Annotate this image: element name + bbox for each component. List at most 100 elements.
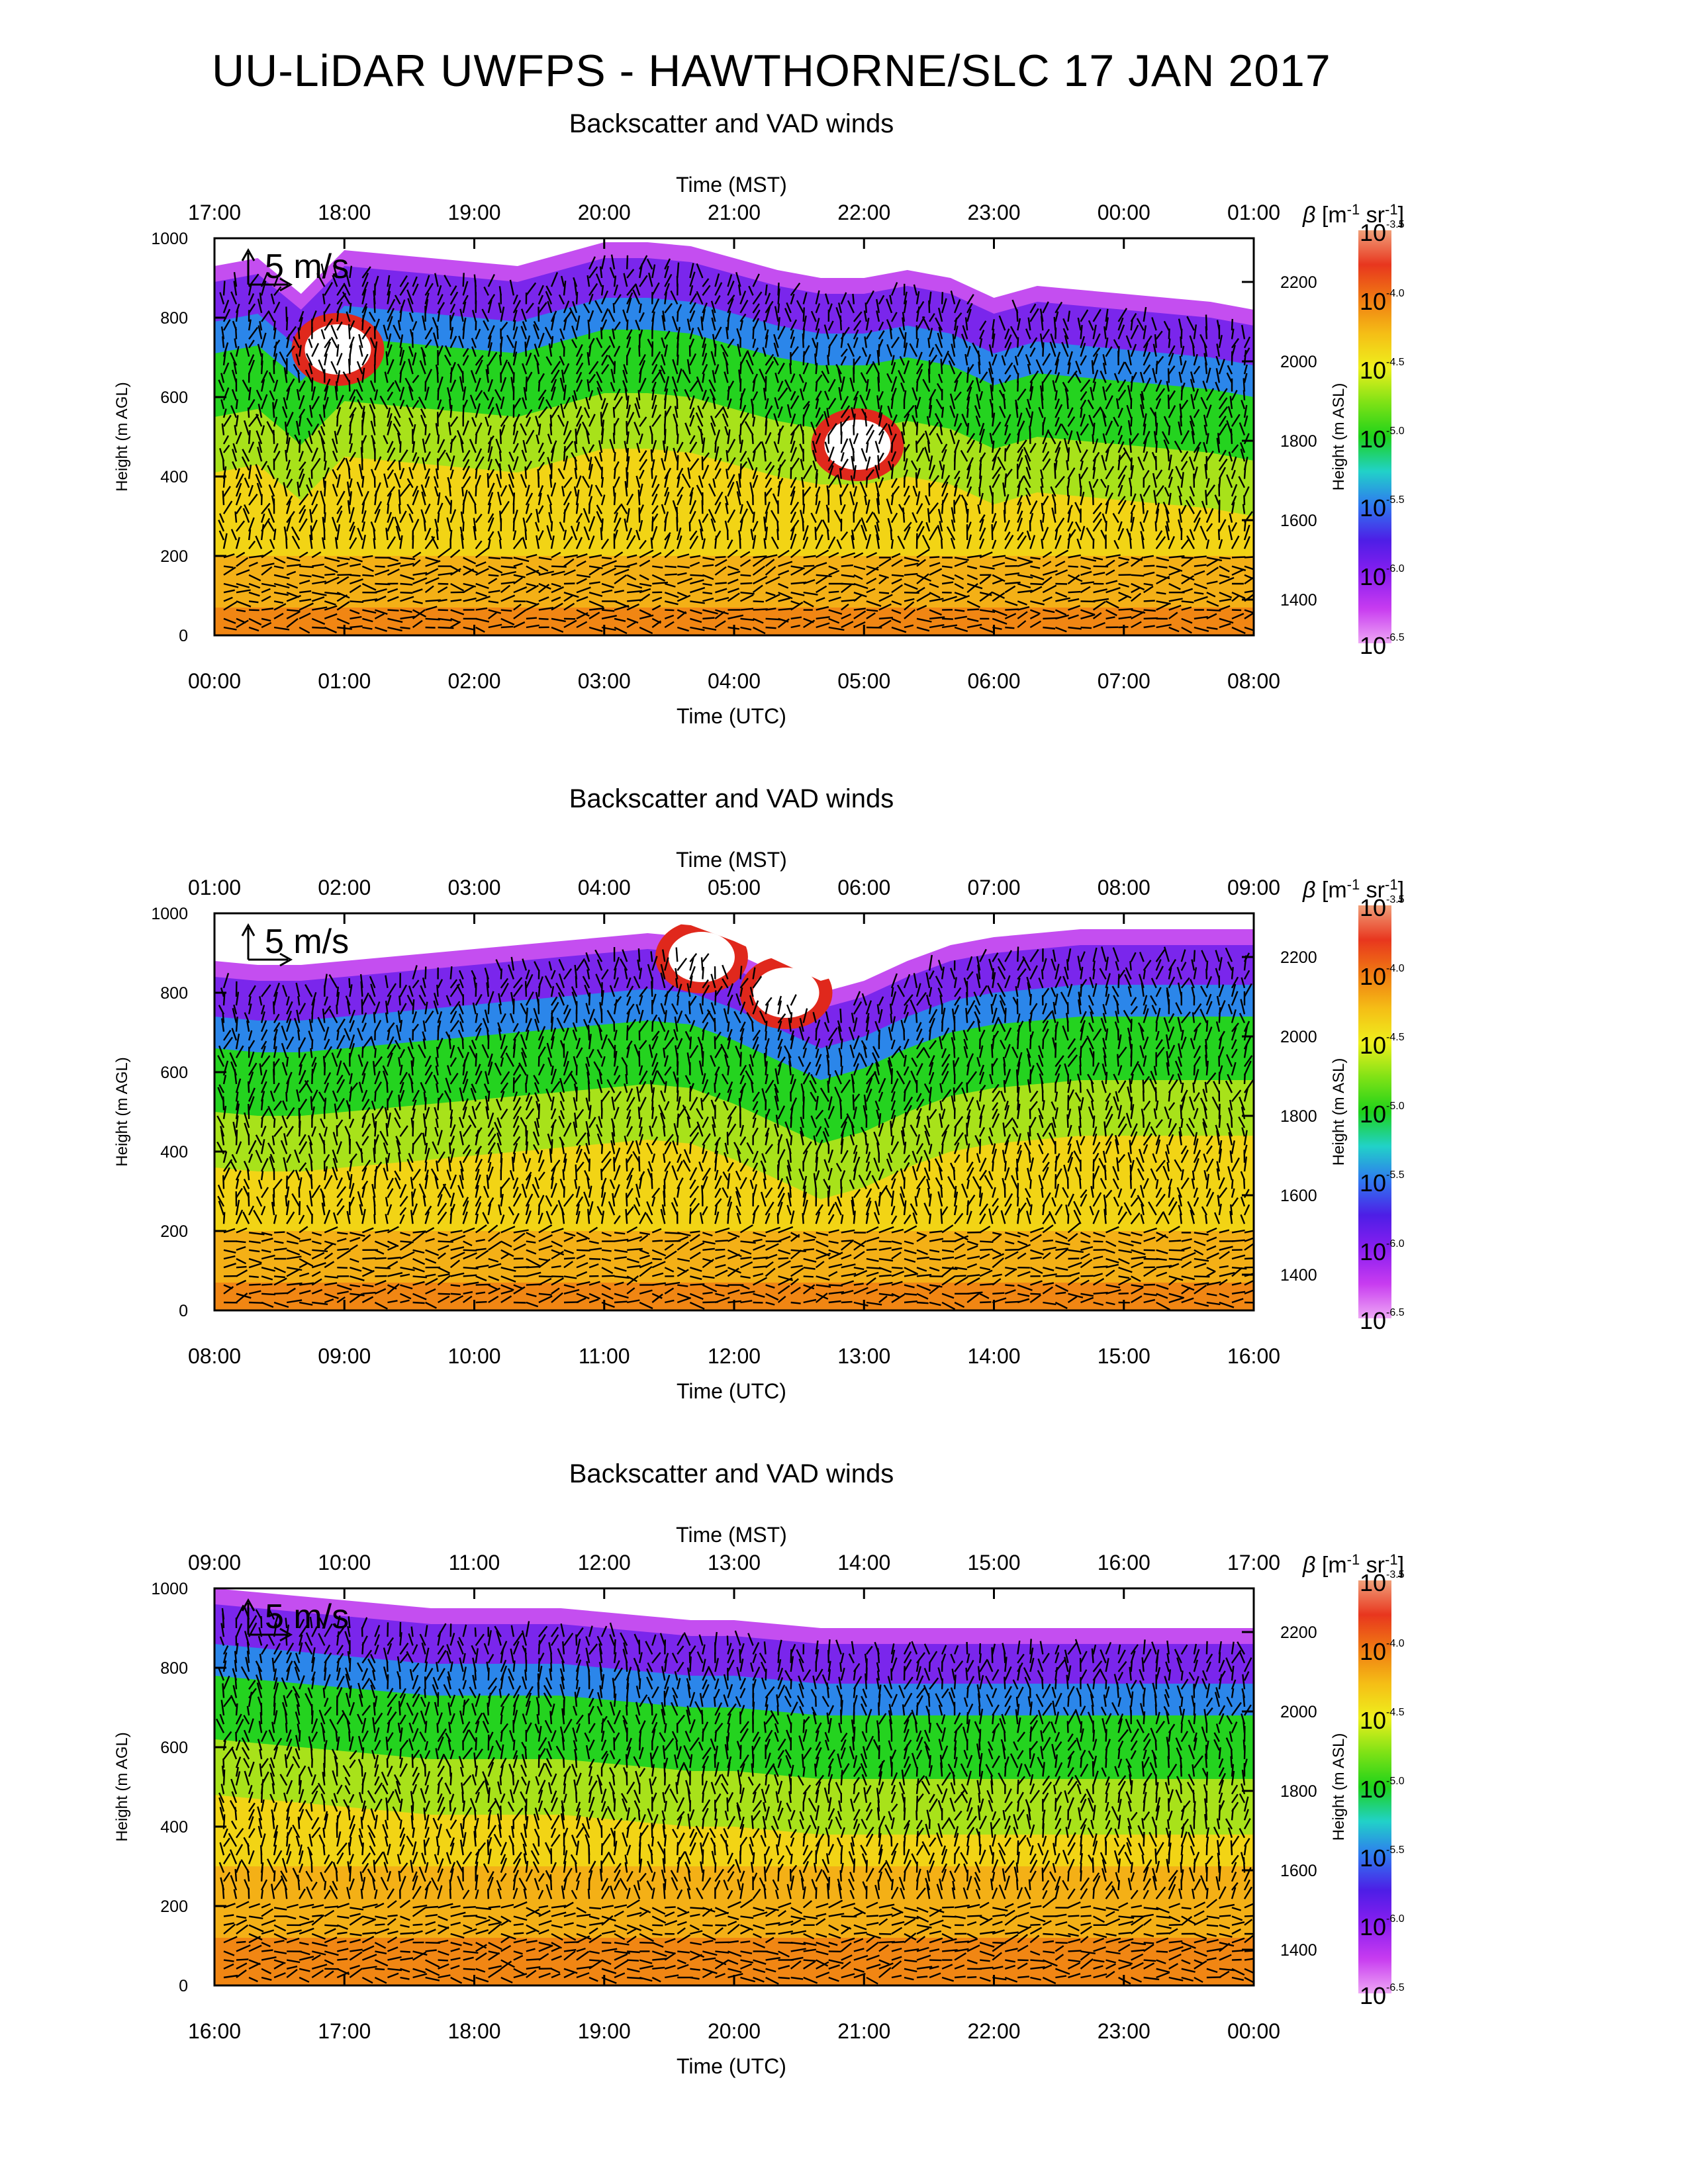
- wind-arrow: [1074, 502, 1082, 514]
- wind-arrow: [1168, 555, 1185, 559]
- wind-arrow: [651, 1187, 661, 1199]
- wind-arrow: [462, 522, 465, 531]
- wind-arrow: [538, 1171, 545, 1181]
- wind-arrow: [639, 559, 651, 567]
- wind-arrow: [513, 1286, 526, 1295]
- wind-arrow: [399, 275, 408, 287]
- wind-arrow: [1092, 438, 1099, 453]
- wind-arrow: [267, 1142, 275, 1155]
- wind-arrow: [398, 489, 401, 506]
- wind-arrow: [449, 1124, 456, 1137]
- wind-arrow: [387, 1256, 401, 1260]
- wind-arrow: [664, 265, 669, 279]
- wind-arrow: [878, 603, 892, 611]
- wind-arrow: [324, 1298, 334, 1304]
- wind-arrow: [337, 557, 350, 561]
- wind-arrow: [548, 961, 553, 971]
- right-tick-label: 1800: [1280, 432, 1317, 451]
- wind-arrow: [538, 492, 542, 506]
- wind-arrow: [412, 276, 418, 287]
- wind-arrow: [336, 1097, 345, 1111]
- wind-arrow: [1181, 588, 1194, 594]
- wind-arrow: [714, 1083, 716, 1093]
- wind-arrow: [639, 483, 643, 497]
- wind-arrow: [639, 1065, 643, 1076]
- wind-arrow: [1155, 508, 1160, 523]
- wind-arrow: [507, 361, 514, 375]
- wind-arrow: [625, 1193, 628, 1206]
- wind-arrow: [1055, 614, 1069, 619]
- wind-arrow: [891, 609, 902, 614]
- wind-arrow: [450, 1230, 463, 1234]
- wind-arrow: [534, 343, 540, 357]
- wind-arrow: [1244, 612, 1254, 619]
- wind-arrow: [261, 1301, 274, 1308]
- wind-arrow: [525, 1210, 532, 1224]
- wind-arrow: [437, 1130, 443, 1146]
- wind-arrow: [1061, 341, 1069, 357]
- wind-arrow: [1029, 370, 1039, 384]
- wind-arrow: [941, 475, 951, 488]
- wind-arrow: [840, 531, 849, 541]
- wind-arrow: [273, 1267, 286, 1273]
- wind-arrow: [475, 568, 489, 576]
- wind-arrow: [336, 381, 338, 392]
- wind-arrow: [727, 983, 734, 997]
- wind-arrow: [538, 596, 549, 602]
- wind-arrow: [904, 582, 918, 590]
- wind-arrow: [222, 1074, 227, 1085]
- wind-arrow: [261, 1108, 269, 1120]
- wind-arrow: [508, 1206, 514, 1216]
- wind-arrow: [283, 526, 288, 541]
- wind-arrow: [512, 1177, 519, 1189]
- wind-arrow: [412, 609, 427, 617]
- wind-arrow: [563, 1004, 569, 1015]
- right-tick-label: 1600: [1280, 512, 1317, 530]
- wind-arrow: [714, 1169, 719, 1181]
- wind-arrow: [1241, 400, 1246, 410]
- wind-arrow: [450, 568, 461, 576]
- wind-arrow: [525, 430, 535, 445]
- wind-arrow: [702, 278, 710, 287]
- wind-arrow: [538, 505, 544, 514]
- wind-arrow: [242, 1211, 250, 1224]
- wind-arrow: [903, 332, 907, 348]
- wind-arrow: [273, 1275, 285, 1279]
- wind-arrow: [547, 457, 553, 471]
- wind-arrow: [255, 473, 263, 488]
- wind-arrow: [588, 567, 600, 576]
- wind-arrow: [637, 959, 641, 971]
- wind-arrow: [247, 1169, 250, 1181]
- wind-arrow: [236, 1269, 248, 1277]
- wind-arrow: [1231, 626, 1246, 635]
- wind-arrow: [865, 456, 871, 471]
- wind-arrow: [1043, 570, 1058, 576]
- wind-arrow: [379, 395, 389, 410]
- wind-arrow: [500, 1240, 512, 1248]
- wind-arrow: [398, 1094, 401, 1111]
- wind-arrow: [702, 626, 717, 631]
- wind-arrow: [651, 617, 661, 624]
- wind-arrow: [614, 517, 622, 532]
- wind-arrow: [487, 1142, 496, 1155]
- wind-arrow: [500, 581, 515, 585]
- wind-arrow: [1168, 425, 1171, 435]
- wind-arrow: [272, 402, 275, 418]
- wind-arrow: [583, 1019, 590, 1032]
- wind-arrow: [702, 966, 704, 979]
- wind-arrow: [422, 1132, 426, 1146]
- wind-arrow: [260, 513, 265, 523]
- wind-arrow: [498, 286, 502, 296]
- wind-arrow: [651, 404, 657, 418]
- wind-arrow: [387, 275, 391, 287]
- wind-arrow: [1055, 475, 1065, 488]
- wind-arrow: [975, 415, 981, 427]
- wind-arrow: [1205, 367, 1211, 383]
- wind-arrow: [422, 1038, 426, 1050]
- wind-arrow: [286, 582, 299, 589]
- wind-arrow: [651, 475, 657, 488]
- wind-arrow: [475, 377, 481, 392]
- wind-arrow: [1055, 592, 1068, 598]
- wind-arrow: [297, 996, 301, 1006]
- wind-arrow: [449, 1020, 459, 1032]
